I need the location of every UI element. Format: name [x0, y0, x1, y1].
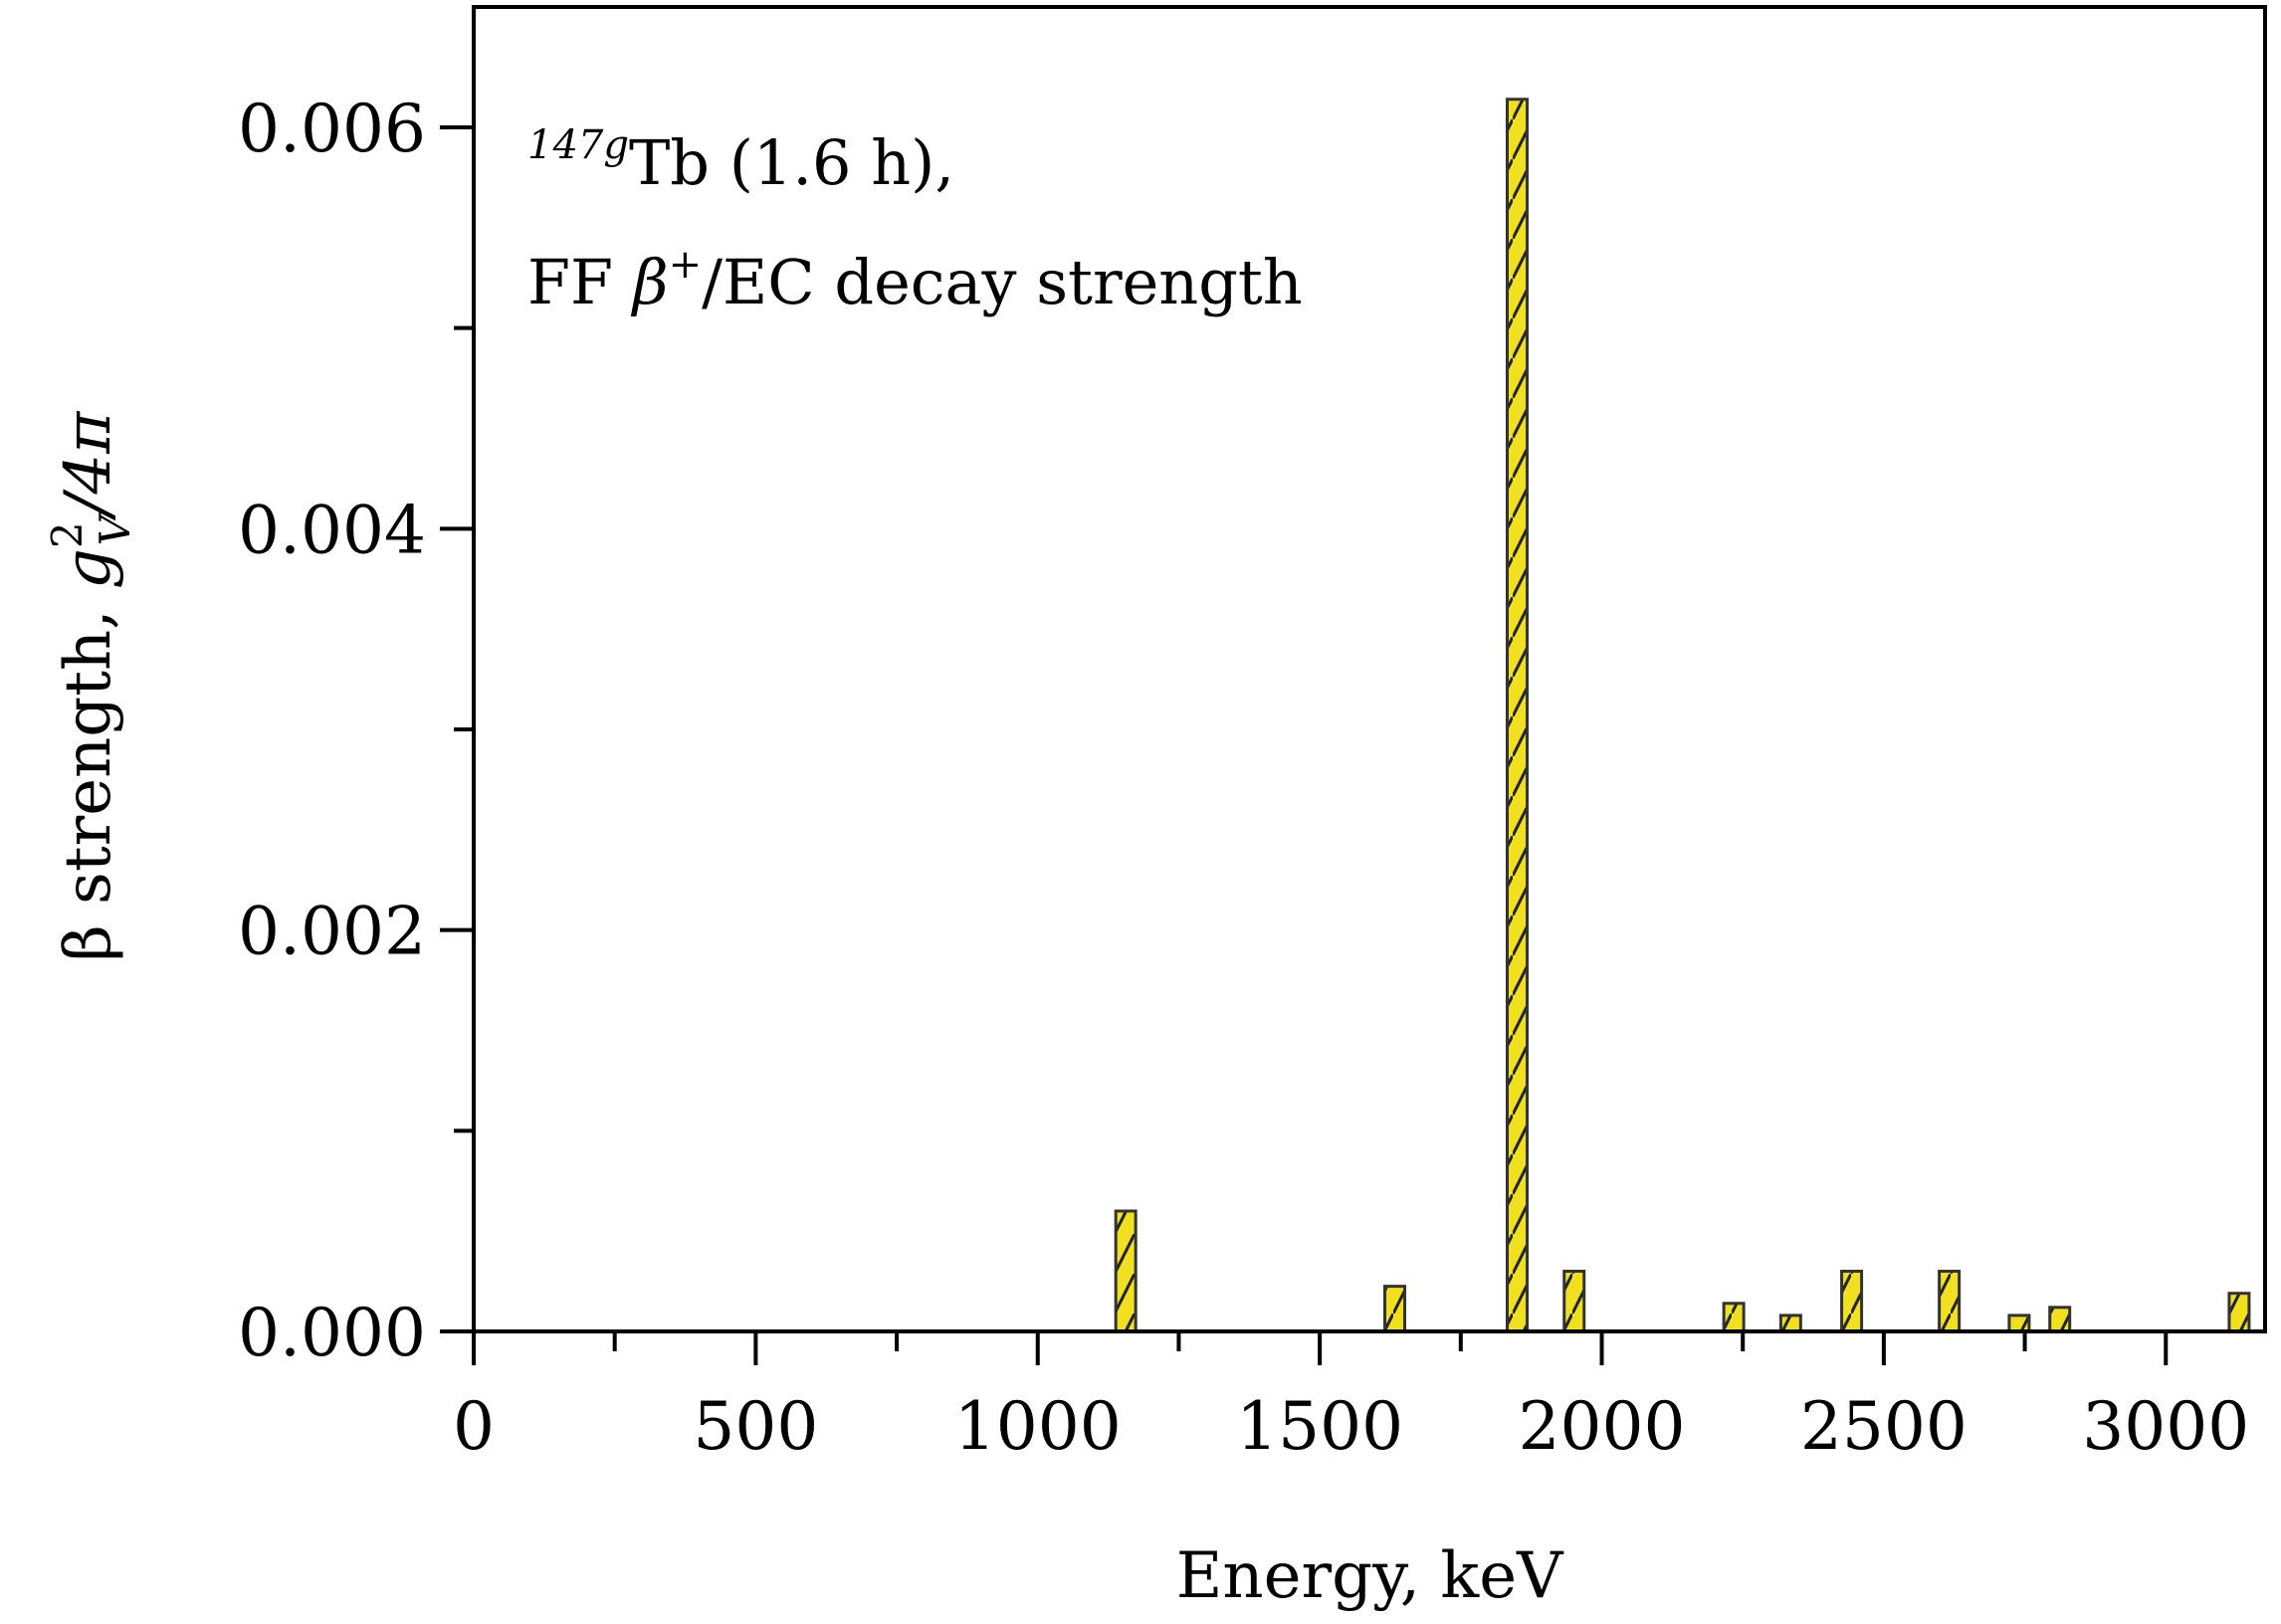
- annotation-isotope-superscript: 147g: [527, 122, 629, 168]
- y-tick-label: 0.002: [238, 894, 426, 970]
- y-tick-label: 0.004: [238, 492, 426, 568]
- annotation-ff: FF: [527, 246, 633, 318]
- annotation-line-2: FF β+/EC decay strength: [527, 242, 1303, 318]
- ticks-group: 0 500 1000 1500 2000 2500 3000 0.000 0.002 0.004 0…: [238, 91, 2249, 1465]
- plot-frame: [472, 5, 2267, 1333]
- y-tick-label: 0.006: [238, 91, 426, 167]
- bar-3130-kev: [2227, 1292, 2251, 1333]
- y-axis-label: β strength, g2V/4π: [43, 411, 139, 962]
- x-tick-label: 3000: [2082, 1388, 2249, 1465]
- bar-2740-kev: [2007, 1314, 2031, 1333]
- bar-1633-kev: [1383, 1285, 1407, 1333]
- bar-2616-kev: [1938, 1270, 1962, 1333]
- bar-2812-kev: [2048, 1306, 2072, 1333]
- y-label-main: β strength,: [52, 589, 125, 961]
- bar-2443-kev: [1840, 1270, 1864, 1333]
- x-tick-label: 2500: [1800, 1388, 1968, 1465]
- bar-2234-kev: [1722, 1302, 1746, 1333]
- y-label-sub: V: [91, 511, 139, 545]
- annotation-decay: /EC decay strength: [702, 246, 1303, 318]
- bar-2335-kev: [1778, 1314, 1802, 1333]
- bar-1951-kev: [1562, 1270, 1586, 1333]
- bar-1156-kev: [1114, 1209, 1138, 1333]
- y-label-sup: 2: [43, 521, 92, 548]
- x-tick-label: 500: [693, 1388, 818, 1465]
- x-tick-label: 0: [453, 1388, 495, 1465]
- annotation-isotope: Tb (1.6 h),: [629, 126, 954, 199]
- annotation-plus: +: [669, 242, 703, 288]
- x-tick-label: 2000: [1519, 1388, 1686, 1465]
- y-tick-label: 0.000: [238, 1295, 426, 1371]
- y-label-tail: /4π: [52, 411, 125, 521]
- annotation-beta: β: [631, 246, 669, 318]
- x-tick-label: 1000: [954, 1388, 1122, 1465]
- x-axis-label: Energy, keV: [1176, 1539, 1564, 1613]
- bar-1850-kev: [1505, 98, 1529, 1333]
- annotation-line-1: 147gTb (1.6 h),: [527, 122, 954, 199]
- y-label-g: g: [52, 548, 125, 589]
- x-tick-label: 1500: [1236, 1388, 1403, 1465]
- bars-group: [1114, 98, 2251, 1333]
